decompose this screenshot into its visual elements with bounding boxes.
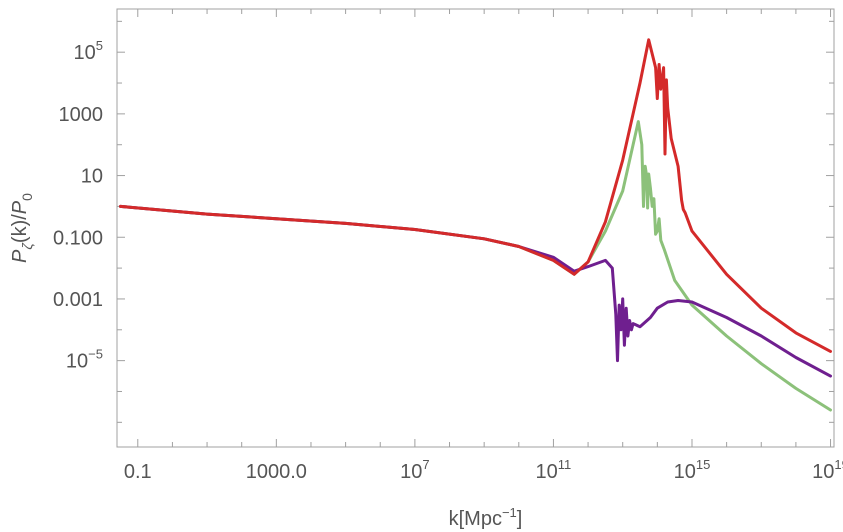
y-tick-label: 0.001 — [53, 289, 103, 311]
series-line-1 — [119, 120, 832, 412]
y-tick-label: 1000 — [59, 104, 104, 126]
x-tick-label: 0.1 — [124, 461, 152, 483]
y-tick-label: 10−5 — [66, 347, 103, 373]
x-tick-label: 107 — [400, 457, 429, 483]
x-tick-label: 1019 — [812, 457, 843, 483]
series-line-3 — [119, 38, 832, 353]
x-tick-label: 1000.0 — [246, 461, 307, 483]
x-tick-labels: 0.1 1000.0 107 1011 1015 1019 — [124, 457, 843, 483]
series-lines — [119, 38, 832, 412]
y-tick-labels: 10−5 0.001 0.100 10 1000 105 — [53, 38, 103, 372]
y-tick-label: 10 — [81, 166, 103, 188]
x-axis-title: k[Mpc−1] — [449, 505, 523, 530]
y-tick-label: 105 — [74, 38, 103, 64]
y-axis-title: Pζ(k)/P0 — [9, 193, 35, 263]
series-line-2 — [119, 204, 832, 378]
plot-frame — [116, 8, 835, 448]
y-tick-label: 0.100 — [53, 227, 103, 249]
x-tick-label: 1011 — [536, 457, 572, 483]
tick-marks — [117, 9, 834, 447]
x-tick-label: 1015 — [674, 457, 711, 483]
